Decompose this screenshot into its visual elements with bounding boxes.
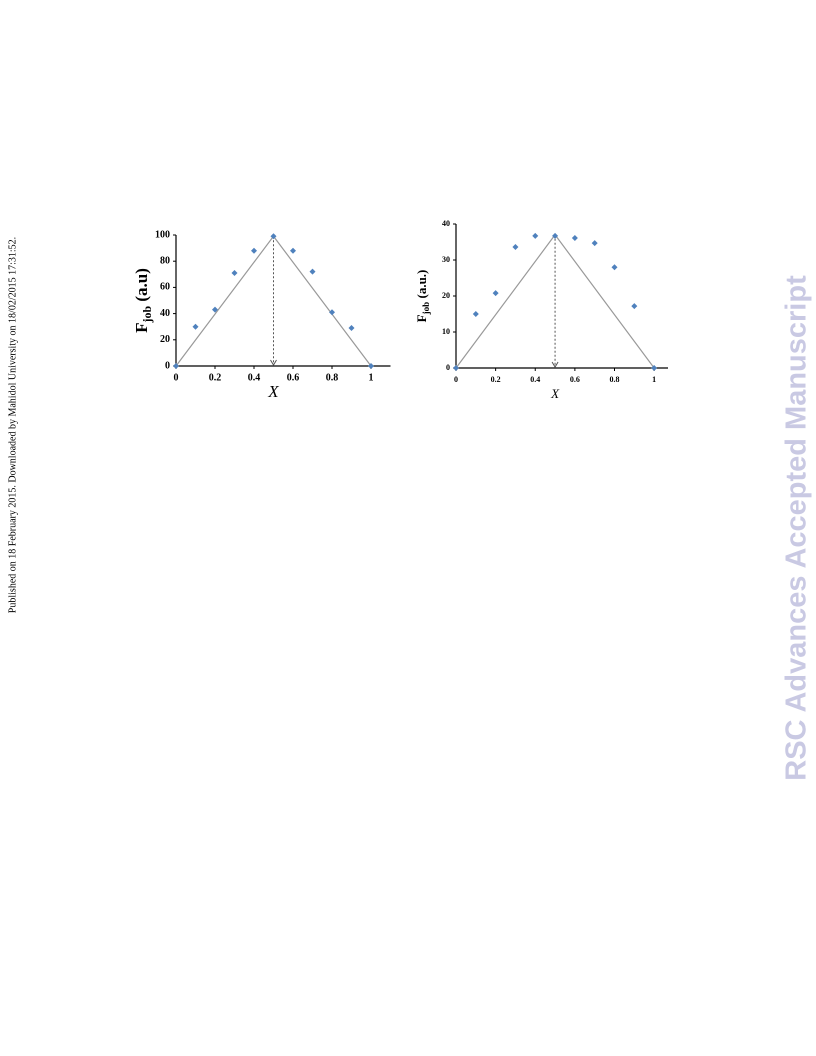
y-tick-label: 100 <box>155 229 170 240</box>
y-label-main: F <box>414 314 429 322</box>
y-tick-label: 20 <box>160 334 170 345</box>
y-label-sub: job <box>421 302 431 316</box>
x-tick-label: 0 <box>174 372 179 383</box>
x-tick-label: 0.8 <box>326 372 339 383</box>
drop-arrow <box>270 359 277 366</box>
watermark: RSC Advances Accepted Manuscript <box>781 275 813 781</box>
x-tick-label: 0.4 <box>530 375 540 384</box>
point <box>290 247 296 254</box>
y-tick-label: 0 <box>165 360 170 371</box>
x-tick-label: 0.4 <box>248 372 261 383</box>
x-tick-label: 1 <box>369 372 374 383</box>
point <box>348 325 355 332</box>
x-tick-label: 0.6 <box>570 375 580 384</box>
x-axis-label: X <box>550 386 560 401</box>
y-tick-label: 10 <box>442 327 450 336</box>
point <box>591 240 598 247</box>
point <box>453 365 459 371</box>
x-tick-label: 0.8 <box>610 375 620 384</box>
side-note: Published on 18 February 2015. Downloade… <box>7 237 18 613</box>
y-tick-label: 40 <box>160 308 170 319</box>
point <box>651 365 658 371</box>
point <box>173 363 179 369</box>
point <box>611 264 618 271</box>
y-tick-label: 0 <box>446 363 450 372</box>
y-label-sub: job <box>140 306 154 324</box>
y-tick-label: 40 <box>442 219 450 228</box>
point <box>492 290 499 297</box>
x-tick-label: 0.2 <box>209 372 222 383</box>
x-tick-label: 0.6 <box>287 372 300 383</box>
y-tick-label: 20 <box>442 291 450 300</box>
y-tick-label: 80 <box>160 255 170 266</box>
point <box>532 232 539 239</box>
point <box>231 269 238 276</box>
x-tick-label: 0 <box>454 375 458 384</box>
y-label-main: F <box>132 322 151 332</box>
point <box>309 268 316 275</box>
x-tick-label: 1 <box>652 375 656 384</box>
point <box>270 233 277 240</box>
point <box>329 309 335 316</box>
x-axis-label: X <box>267 382 279 401</box>
point <box>368 363 374 369</box>
x-tick-label: 0.2 <box>491 375 501 384</box>
y-axis-label: Fjob (a.u) <box>132 268 154 333</box>
y-axis-label: Fjob (a.u.) <box>414 270 431 323</box>
point <box>212 306 218 313</box>
drop-arrow <box>551 361 559 368</box>
point <box>251 247 257 254</box>
y-label-unit: (a.u.) <box>414 270 429 302</box>
point <box>552 232 559 239</box>
point <box>571 235 578 242</box>
y-tick-label: 60 <box>160 282 170 293</box>
point <box>512 244 519 251</box>
point <box>631 303 638 310</box>
point <box>472 311 479 317</box>
y-tick-label: 30 <box>442 255 450 264</box>
y-label-unit: (a.u) <box>132 268 151 306</box>
point <box>192 323 199 330</box>
